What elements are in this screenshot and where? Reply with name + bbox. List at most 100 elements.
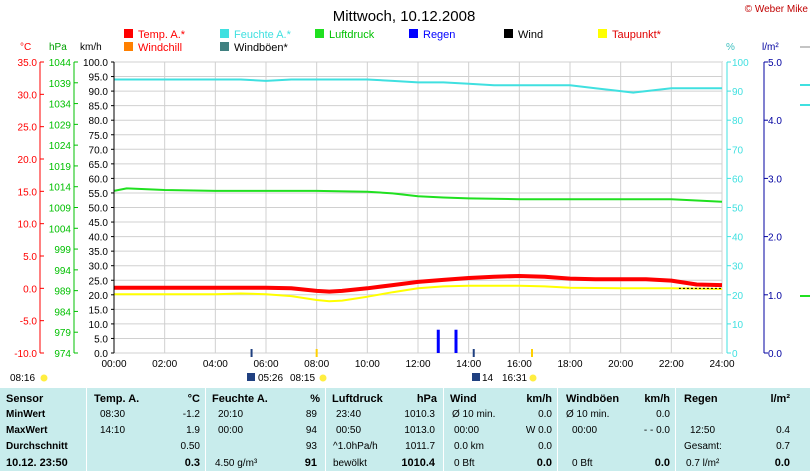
humidity-avg-value: 93 bbox=[305, 441, 317, 452]
x-tick-label: 08:00 bbox=[304, 359, 329, 370]
pressure-axis-tick-label: 1039 bbox=[49, 79, 72, 90]
x-tick-label: 10:00 bbox=[355, 359, 380, 370]
temp-axis-tick-label: 10.0 bbox=[18, 220, 38, 231]
pressure-axis-tick-label: 1009 bbox=[49, 204, 72, 215]
legend-label: Taupunkt* bbox=[612, 29, 662, 41]
moon-rise-label: 05:26 bbox=[258, 373, 283, 384]
humidity-min-time: 20:10 bbox=[218, 409, 244, 420]
humidity-axis-tick-label: 90 bbox=[732, 87, 744, 98]
legend-label: Windböen* bbox=[234, 42, 289, 54]
sunrise2-label: 08:15 bbox=[290, 373, 315, 384]
rain-axis-tick-label: 2.0 bbox=[768, 233, 782, 244]
legend-label: Feuchte A.* bbox=[234, 29, 292, 41]
wind-avg-label: Ø 10 min. bbox=[452, 409, 496, 420]
rain-axis-tick-label: 4.0 bbox=[768, 116, 782, 127]
sunrise-sun-icon bbox=[319, 374, 327, 382]
humidity-axis-tick-label: 80 bbox=[732, 116, 744, 127]
humidity-unit-label: % bbox=[310, 393, 320, 405]
series-line bbox=[113, 187, 723, 203]
x-tick-label: 12:00 bbox=[405, 359, 430, 370]
wind-axis-tick-label: 70.0 bbox=[89, 145, 109, 156]
wind-axis-tick-label: 15.0 bbox=[89, 305, 109, 316]
wind-axis-tick-label: 75.0 bbox=[89, 131, 109, 142]
wind-axis-tick-label: 100.0 bbox=[83, 58, 108, 69]
humidity-axis-tick-label: 0 bbox=[732, 349, 738, 360]
sunset-label: 16:31 bbox=[502, 373, 527, 384]
pressure-unit-label: hPa bbox=[416, 393, 437, 405]
x-tick-label: 22:00 bbox=[659, 359, 684, 370]
weather-forecast-text: bewölkt bbox=[333, 458, 367, 469]
humidity-max-time: 00:00 bbox=[218, 425, 244, 436]
wind-axis-tick-label: 60.0 bbox=[89, 174, 109, 185]
temp-axis-tick-label: 15.0 bbox=[18, 187, 38, 198]
temp-header: Temp. A. bbox=[94, 393, 140, 405]
wind-current-value: 0.0 bbox=[536, 457, 552, 469]
wind-axis-tick-label: 40.0 bbox=[89, 233, 109, 244]
wind-max-value: W 0.0 bbox=[525, 425, 552, 436]
temp-axis-tick-label: 20.0 bbox=[18, 155, 38, 166]
temp-axis-tick-label: 25.0 bbox=[18, 123, 38, 134]
sun-moon-row: 08:16 05:26 08:15 14 16:31 bbox=[10, 373, 537, 384]
chart-title: Mittwoch, 10.12.2008 bbox=[333, 8, 476, 25]
legend-label: Windchill bbox=[138, 42, 182, 54]
gust-avg-label: Ø 10 min. bbox=[566, 409, 610, 420]
pressure-axis-tick-label: 1014 bbox=[49, 183, 72, 194]
wind-axis-tick-label: 65.0 bbox=[89, 160, 109, 171]
rain-axis-tick-label: 5.0 bbox=[768, 58, 782, 69]
legend-swatch bbox=[220, 29, 229, 38]
series-line bbox=[114, 78, 722, 94]
rain-max-time: 12:50 bbox=[690, 425, 716, 436]
humidity-axis-tick-label: 30 bbox=[732, 262, 744, 273]
temp-unit-label: °C bbox=[187, 393, 200, 405]
wind-header: Wind bbox=[450, 393, 477, 405]
wind-axis-tick-label: 90.0 bbox=[89, 87, 109, 98]
rain-total-label: Gesamt: bbox=[684, 441, 722, 452]
pressure-unit: hPa bbox=[49, 42, 67, 53]
x-tick-label: 00:00 bbox=[101, 359, 126, 370]
wind-axis-tick-label: 95.0 bbox=[89, 73, 109, 84]
pressure-min-value: 1010.3 bbox=[404, 409, 435, 420]
rain-current-value: 0.0 bbox=[774, 457, 790, 469]
humidity-axis-tick-label: 10 bbox=[732, 320, 744, 331]
legend-label: Luftdruck bbox=[329, 29, 375, 41]
wind-unit-label: km/h bbox=[526, 393, 552, 405]
temp-min-time: 08:30 bbox=[100, 409, 126, 420]
sunrise-label: 08:16 bbox=[10, 373, 35, 384]
humidity-header: Feuchte A. bbox=[212, 393, 268, 405]
pressure-max-value: 1013.0 bbox=[404, 425, 435, 436]
row-max-label: MaxWert bbox=[6, 425, 48, 436]
pressure-axis-tick-label: 1004 bbox=[49, 224, 72, 235]
rain-axis-tick-label: 3.0 bbox=[768, 174, 782, 185]
stats-panel: Sensor MinWert MaxWert Durchschnitt 10.1… bbox=[0, 388, 810, 471]
legend-swatch bbox=[124, 29, 133, 38]
moon-set-label: 14 bbox=[482, 373, 494, 384]
right-edge-markers bbox=[800, 46, 810, 297]
pressure-max-time: 00:50 bbox=[336, 425, 362, 436]
temp-avg-value: 0.50 bbox=[180, 441, 200, 452]
legend-swatch bbox=[124, 42, 133, 51]
series-line bbox=[114, 284, 723, 303]
legend-swatch bbox=[598, 29, 607, 38]
wind-unit: km/h bbox=[80, 42, 102, 53]
pressure-axis-tick-label: 1034 bbox=[49, 100, 72, 111]
copyright-text[interactable]: © Weber Mike bbox=[745, 4, 809, 15]
wind-axis-tick-label: 50.0 bbox=[89, 204, 109, 215]
pressure-avg-value: 1011.7 bbox=[405, 441, 435, 452]
temp-current-value: 0.3 bbox=[184, 457, 200, 469]
rain-bar bbox=[436, 329, 440, 353]
x-tick-label: 18:00 bbox=[557, 359, 582, 370]
gust-avg-value: 0.0 bbox=[656, 409, 670, 420]
rain-unit: l/m² bbox=[762, 42, 779, 53]
gust-current-value: 0.0 bbox=[654, 457, 670, 469]
rain-axis-tick-label: 1.0 bbox=[768, 291, 782, 302]
rain-bar bbox=[454, 329, 458, 353]
wind-axis-tick-label: 30.0 bbox=[89, 262, 109, 273]
moon-set-icon bbox=[472, 373, 480, 381]
sun-icon bbox=[40, 374, 48, 382]
wind-axis-tick-label: 0.0 bbox=[94, 349, 108, 360]
legend-label: Wind bbox=[518, 29, 543, 41]
series-line bbox=[114, 274, 723, 294]
pressure-trend: ^1.0hPa/h bbox=[333, 441, 378, 452]
temp-axis-tick-label: -10.0 bbox=[14, 349, 37, 360]
legend-swatch bbox=[220, 42, 229, 51]
